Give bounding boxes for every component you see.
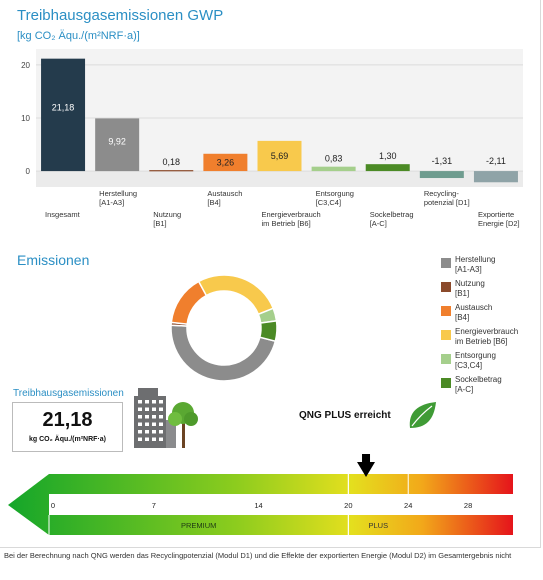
scale-tick-label: 14: [254, 501, 262, 510]
bar: [41, 58, 86, 172]
qng-status: QNG PLUS erreicht: [299, 410, 391, 421]
legend-item: Herstellung [A1-A3]: [441, 255, 541, 275]
legend-label: Herstellung [A1-A3]: [455, 255, 496, 274]
x-category-label: Exportierte Energie [D2]: [478, 210, 520, 228]
bar-value-label: 0,18: [163, 157, 181, 167]
bar-value-label: 0,83: [325, 154, 343, 164]
negative-band: [36, 171, 523, 187]
legend-item: Energieverbrauch im Betrieb [B6]: [441, 327, 541, 347]
x-category-label: Insgesamt: [45, 210, 81, 219]
leaf-icon: [409, 402, 436, 428]
bar-value-label: 3,26: [217, 157, 235, 167]
gwp-chart-svg: 20 10 0 21,18 Insgesamt 9,92 Herstellung [A1-A3…: [8, 49, 523, 535]
panel-frame: [0, 0, 541, 548]
chart-unit: [kg CO₂ Äqu./(m²NRF·a)]: [17, 30, 140, 42]
legend-item: Nutzung [B1]: [441, 279, 541, 299]
scale-tick-label: 0: [51, 501, 55, 510]
bar: [149, 170, 194, 172]
y-tick-label: 0: [26, 167, 31, 176]
footer-note: Bei der Berechnung nach QNG werden das R…: [4, 551, 512, 560]
bar: [95, 118, 140, 172]
legend-swatch: [441, 282, 451, 292]
scale-tick-label: 7: [152, 501, 156, 510]
donut-segment: [197, 274, 275, 316]
ghg-value-box: 21,18 kg CO₂ Äqu./(m²NRF·a): [12, 402, 123, 452]
ghg-label: Treibhausgasemissionen: [13, 388, 124, 399]
bar: [257, 140, 302, 172]
legend-swatch: [441, 258, 451, 268]
legend-item: Sockelbetrag [A-C]: [441, 375, 541, 395]
bar-value-label: 9,92: [108, 136, 126, 146]
ghg-value: 21,18: [42, 409, 93, 431]
x-category-label: Austausch [B4]: [207, 189, 242, 207]
chart-title: Treibhausgasemissionen GWP: [17, 7, 224, 24]
building-icon: [134, 388, 176, 448]
bar: [473, 171, 518, 183]
scale-tick-label: 24: [404, 501, 412, 510]
donut-segment: [258, 320, 278, 343]
bar: [311, 166, 356, 172]
legend-item: Entsorgung [C3,C4]: [441, 351, 541, 371]
x-category-label: Nutzung [B1]: [153, 210, 181, 228]
ghg-unit: kg CO₂ Äqu./(m²NRF·a): [29, 436, 106, 443]
scale-plus-label: PLUS: [368, 521, 388, 530]
donut-legend: Herstellung [A1-A3] Nutzung [B1] Austausch…: [441, 255, 541, 399]
scale-tick-label: 28: [464, 501, 472, 510]
legend-swatch: [441, 378, 451, 388]
donut-segment: [170, 280, 208, 325]
y-tick-label: 20: [21, 61, 30, 70]
x-category-label: Herstellung [A1-A3]: [99, 189, 137, 207]
scale-premium-label: PREMIUM: [181, 521, 216, 530]
emissions-title: Emissionen: [17, 252, 90, 268]
tree-icon: [168, 402, 198, 448]
x-category-label: Sockelbetrag [A-C]: [370, 210, 414, 228]
legend-label: Energieverbrauch im Betrieb [B6]: [455, 327, 519, 346]
legend-label: Nutzung [B1]: [455, 279, 485, 298]
legend-label: Austausch [B4]: [455, 303, 493, 322]
bar: [203, 153, 248, 172]
legend-item: Austausch [B4]: [441, 303, 541, 323]
scale-tick-band: [49, 494, 513, 515]
bar: [365, 164, 410, 172]
bar-value-label: 1,30: [379, 151, 397, 161]
legend-label: Sockelbetrag [A-C]: [455, 375, 502, 394]
bar-value-label: -1,31: [432, 156, 453, 166]
legend-swatch: [441, 306, 451, 316]
scale-tick-label: 20: [344, 501, 352, 510]
legend-swatch: [441, 330, 451, 340]
bar-value-label: -2,11: [486, 156, 506, 166]
y-tick-label: 10: [21, 114, 30, 123]
bar-value-label: 5,69: [271, 151, 289, 161]
legend-swatch: [441, 354, 451, 364]
scale-marker-arrow: [357, 454, 376, 477]
x-category-label: Entsorgung [C3,C4]: [316, 189, 354, 207]
legend-label: Entsorgung [C3,C4]: [455, 351, 496, 370]
bar: [419, 171, 464, 179]
x-category-label: Recycling-potenzial [D1]: [424, 189, 470, 207]
donut-segment: [170, 324, 277, 382]
bar-value-label: 21,18: [52, 103, 75, 113]
x-category-label: Energieverbrauch im Betrieb [B6]: [262, 210, 321, 228]
